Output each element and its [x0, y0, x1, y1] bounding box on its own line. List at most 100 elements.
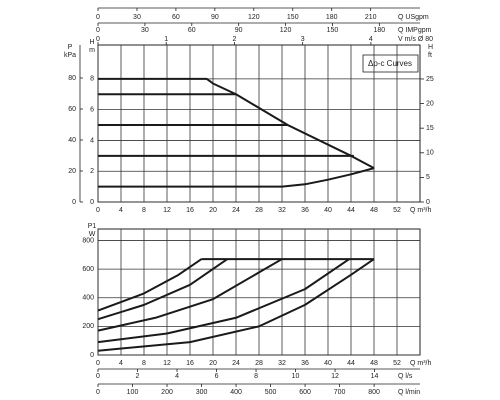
annotation-box — [362, 54, 419, 73]
x-tick-label: 4 — [119, 360, 123, 367]
x-tick-label: 16 — [186, 207, 194, 214]
secondary-x-tick-label: 150 — [287, 14, 299, 21]
secondary-x-tick-label: 60 — [188, 27, 196, 34]
y3-tick-label: 20 — [426, 100, 434, 107]
x-tick-label: 40 — [324, 207, 332, 214]
annotation: Δp-c Curves — [368, 59, 412, 68]
curve — [97, 258, 375, 352]
y3-tick-label: 0 — [426, 199, 430, 206]
x-tick-label: 4 — [119, 207, 123, 214]
x-tick-label: 32 — [278, 360, 286, 367]
secondary-x-tick-label: 14 — [371, 373, 379, 380]
secondary-x-tick-label: 30 — [133, 14, 141, 21]
secondary-x-tick-label: 2 — [232, 36, 236, 43]
y2-tick-label: 80 — [68, 75, 76, 82]
x-tick-label: 0 — [96, 360, 100, 367]
y-tick-label: 8 — [90, 76, 94, 83]
x-tick-label: 0 — [96, 207, 100, 214]
x-tick-label: 20 — [209, 207, 217, 214]
curve — [97, 258, 283, 332]
secondary-x-tick-label: 0 — [96, 373, 100, 380]
y2-tick-label: 40 — [68, 137, 76, 144]
secondary-x-tick-label: 30 — [141, 27, 149, 34]
secondary-x-tick-label: 150 — [327, 27, 339, 34]
y-tick-label: 400 — [82, 295, 94, 302]
x-tick-label: 24 — [232, 207, 240, 214]
secondary-x-tick-label: 200 — [161, 389, 173, 396]
curve — [97, 258, 350, 344]
y-tick-label: 6 — [90, 106, 94, 113]
x-tick-label: 28 — [255, 207, 263, 214]
secondary-x-tick-label: 4 — [175, 373, 179, 380]
curve — [98, 167, 375, 188]
secondary-x-tick-label: 500 — [265, 389, 277, 396]
secondary-x-tick-label: 0 — [96, 389, 100, 396]
secondary-x-tick-label: 12 — [331, 373, 339, 380]
y3-tick-label: 15 — [426, 125, 434, 132]
secondary-x-tick-label: 0 — [96, 36, 100, 43]
secondary-x-tick-label: 2 — [136, 373, 140, 380]
x-tick-label: 16 — [186, 360, 194, 367]
y-axis-label: P1 — [88, 223, 97, 230]
x-tick-label: 36 — [301, 207, 309, 214]
secondary-x-tick-label: 600 — [299, 389, 311, 396]
secondary-x-axis-label: Q l/min — [398, 389, 420, 396]
secondary-x-tick-label: 700 — [334, 389, 346, 396]
secondary-x-tick-label: 90 — [235, 27, 243, 34]
secondary-x-tick-label: 4 — [369, 36, 373, 43]
x-tick-label: 48 — [370, 360, 378, 367]
x-tick-label: 52 — [393, 360, 401, 367]
secondary-x-tick-label: 300 — [196, 389, 208, 396]
secondary-x-tick-label: 180 — [326, 14, 338, 21]
y-tick-label: 0 — [90, 352, 94, 359]
x-tick-label: 24 — [232, 360, 240, 367]
secondary-x-tick-label: 120 — [280, 27, 292, 34]
secondary-x-tick-label: 210 — [365, 14, 377, 21]
y-axis-label: H — [89, 39, 94, 46]
secondary-x-axis-label: Q l/s — [398, 373, 413, 380]
y2-tick-label: 60 — [68, 106, 76, 113]
secondary-x-axis-label: Q IMPgpm — [398, 27, 432, 34]
y-tick-label: 0 — [90, 199, 94, 206]
y-tick-label: 2 — [90, 168, 94, 175]
secondary-x-tick-label: 800 — [368, 389, 380, 396]
y3-tick-label: 5 — [426, 174, 430, 181]
y-tick-label: 800 — [82, 237, 94, 244]
y3-tick-label: 10 — [426, 150, 434, 157]
secondary-x-tick-label: 60 — [172, 14, 180, 21]
y3-tick-label: 25 — [426, 76, 434, 83]
x-axis-label: Q m³/h — [410, 207, 431, 214]
secondary-x-tick-label: 400 — [230, 389, 242, 396]
y-tick-label: 600 — [82, 266, 94, 273]
secondary-x-tick-label: 1 — [164, 36, 168, 43]
x-tick-label: 12 — [163, 207, 171, 214]
y-axis-unit: m — [89, 47, 95, 54]
secondary-x-tick-label: 6 — [215, 373, 219, 380]
x-tick-label: 8 — [142, 207, 146, 214]
curve — [97, 258, 228, 321]
y-tick-label: 4 — [90, 137, 94, 144]
secondary-x-tick-label: 8 — [254, 373, 258, 380]
secondary-x-tick-label: 100 — [127, 389, 139, 396]
secondary-x-axis-label: V m/s Ø 80 — [398, 36, 433, 43]
x-tick-label: 40 — [324, 360, 332, 367]
x-tick-label: 12 — [163, 360, 171, 367]
curve — [97, 258, 203, 312]
secondary-x-tick-label: 0 — [96, 27, 100, 34]
y3-axis-unit: ft — [428, 52, 432, 59]
x-tick-label: 52 — [393, 207, 401, 214]
secondary-x-tick-label: 0 — [96, 14, 100, 21]
x-tick-label: 44 — [347, 360, 355, 367]
secondary-x-axis-label: Q USgpm — [398, 14, 429, 21]
y-tick-label: 200 — [82, 323, 94, 330]
x-tick-label: 28 — [255, 360, 263, 367]
secondary-x-tick-label: 10 — [292, 373, 300, 380]
secondary-x-tick-label: 180 — [374, 27, 386, 34]
y2-axis-unit: kPa — [64, 52, 76, 59]
x-tick-label: 32 — [278, 207, 286, 214]
x-tick-label: 44 — [347, 207, 355, 214]
secondary-x-tick-label: 120 — [248, 14, 260, 21]
x-tick-label: 48 — [370, 207, 378, 214]
